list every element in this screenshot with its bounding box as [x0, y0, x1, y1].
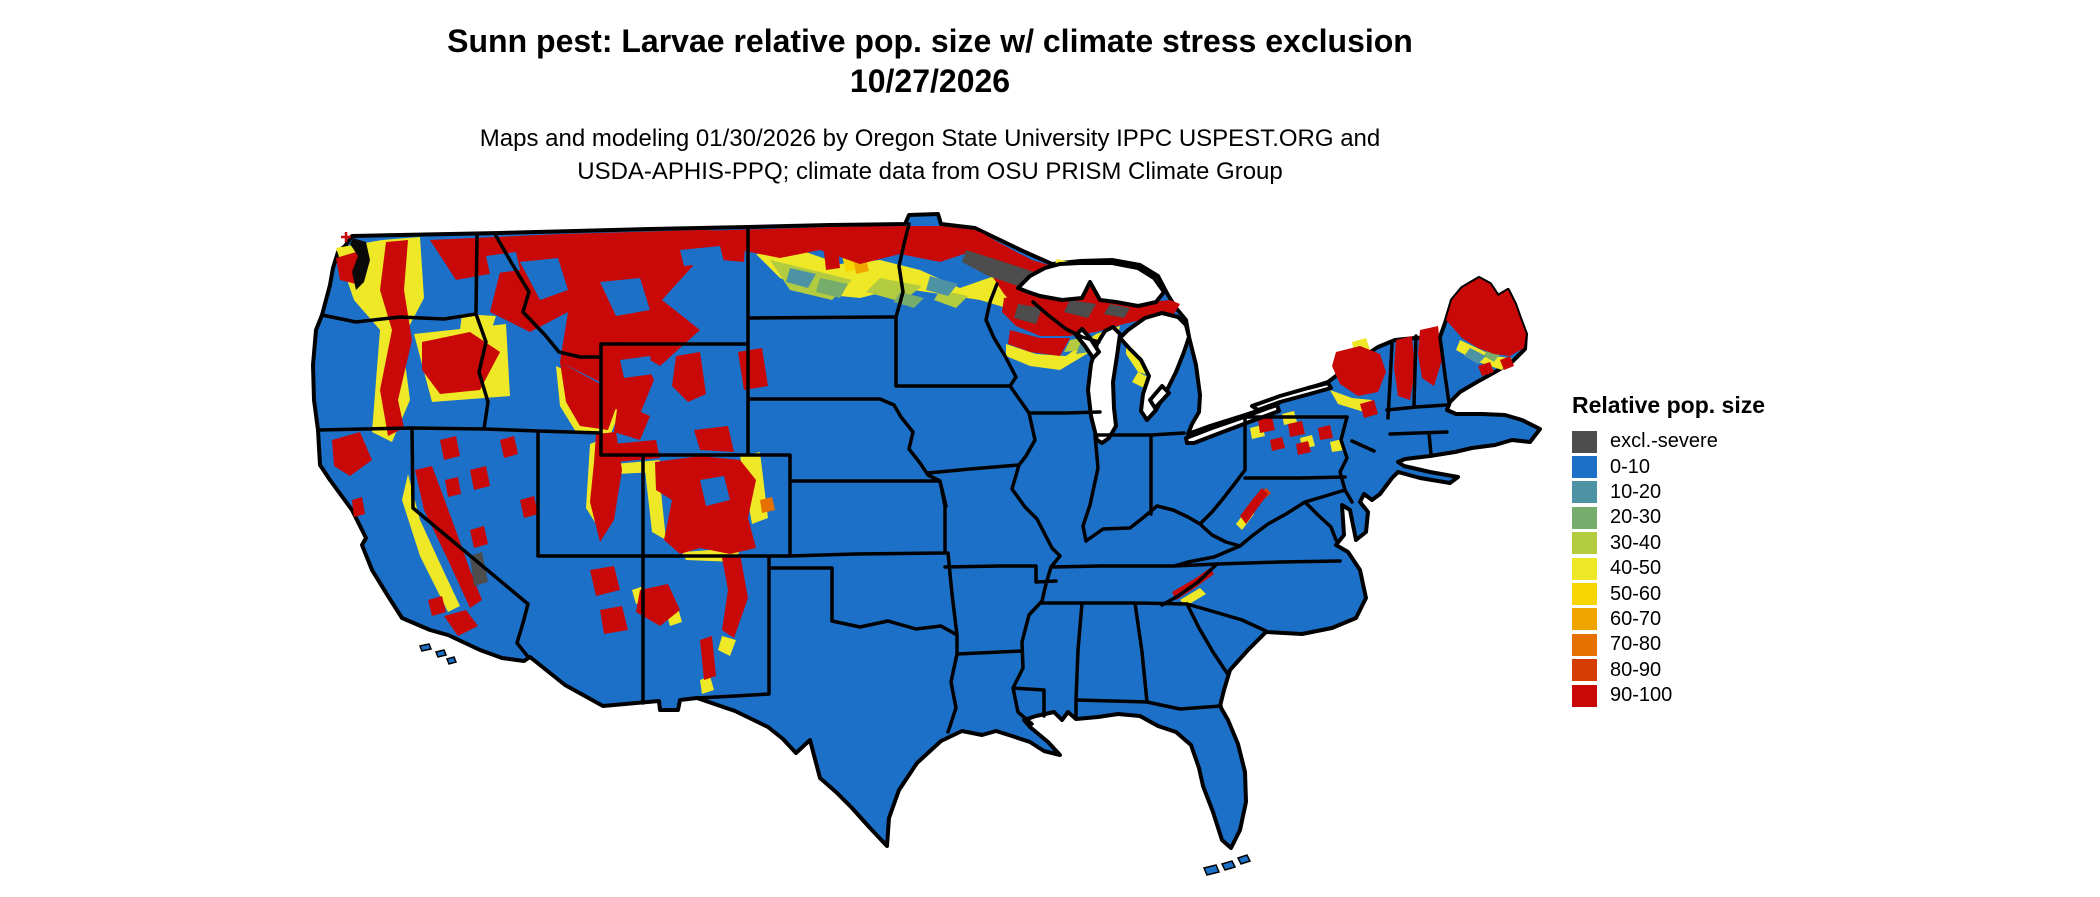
page-title-line1: Sunn pest: Larvae relative pop. size w/ … — [447, 23, 1413, 59]
legend-item-40-50: 40-50 — [1572, 556, 1872, 581]
legend-item-30-40: 30-40 — [1572, 531, 1872, 556]
page-title-line2: 10/27/2026 — [849, 63, 1011, 99]
red-plus-marker — [341, 232, 351, 242]
legend-label: 40-50 — [1610, 557, 1662, 580]
florida-keys-dots — [1202, 854, 1252, 876]
legend-label: 50-60 — [1610, 582, 1662, 605]
subtitle-line1: Maps and modeling 01/30/2026 by Oregon S… — [479, 125, 1381, 152]
legend-swatch-70-80 — [1572, 633, 1597, 656]
legend-item-80-90: 80-90 — [1572, 658, 1872, 683]
raster-blue-holes — [486, 246, 730, 506]
state-borders — [316, 222, 1451, 734]
saginaw-bay — [1148, 384, 1171, 410]
legend-swatch-20-30 — [1572, 506, 1597, 529]
legend-label: 70-80 — [1610, 633, 1662, 656]
raster-90-100 — [332, 226, 1526, 680]
raster-30-40 — [770, 260, 1092, 352]
subtitle-line2: USDA-APHIS-PPQ; climate data from OSU PR… — [577, 158, 1283, 185]
map-legend: Relative pop. size excl.-severe 0-10 10-20… — [1572, 392, 1872, 708]
legend-swatch-30-40 — [1572, 532, 1597, 555]
legend-label: 90-100 — [1610, 684, 1673, 707]
legend-swatch-80-90 — [1572, 659, 1597, 682]
legend-item-90-100: 90-100 — [1572, 683, 1872, 708]
lake-ontario — [1250, 381, 1333, 412]
legend-item-0-10: 0-10 — [1572, 454, 1872, 479]
legend-swatch-40-50 — [1572, 557, 1597, 580]
legend-label: 20-30 — [1610, 506, 1662, 529]
legend-title: Relative pop. size — [1572, 392, 1766, 418]
legend-swatch-90-100 — [1572, 684, 1597, 707]
lake-erie — [1184, 403, 1281, 445]
channel-islands-dots — [418, 643, 458, 665]
legend-list: excl.-severe 0-10 10-20 20-30 30-40 40-50 50-6… — [1572, 429, 1872, 708]
legend-swatch-60-70 — [1572, 608, 1597, 631]
legend-item-60-70: 60-70 — [1572, 607, 1872, 632]
legend-label: 80-90 — [1610, 658, 1662, 681]
legend-item-70-80: 70-80 — [1572, 632, 1872, 657]
legend-label: 30-40 — [1610, 531, 1662, 554]
legend-swatch-10-20 — [1572, 481, 1597, 504]
legend-label: 0-10 — [1610, 455, 1651, 478]
legend-swatch-0-10 — [1572, 456, 1597, 479]
legend-label: excl.-severe — [1610, 430, 1718, 453]
legend-item-excl.-severe: excl.-severe — [1572, 429, 1872, 454]
legend-item-10-20: 10-20 — [1572, 480, 1872, 505]
legend-swatch-excl.-severe — [1572, 430, 1597, 453]
puget-sound — [350, 238, 370, 290]
legend-item-50-60: 50-60 — [1572, 581, 1872, 606]
lake-huron — [1118, 311, 1191, 422]
legend-label: 60-70 — [1610, 607, 1662, 630]
legend-item-20-30: 20-30 — [1572, 505, 1872, 530]
legend-swatch-50-60 — [1572, 583, 1597, 606]
legend-label: 10-20 — [1610, 480, 1662, 503]
lake-superior — [1016, 261, 1166, 308]
